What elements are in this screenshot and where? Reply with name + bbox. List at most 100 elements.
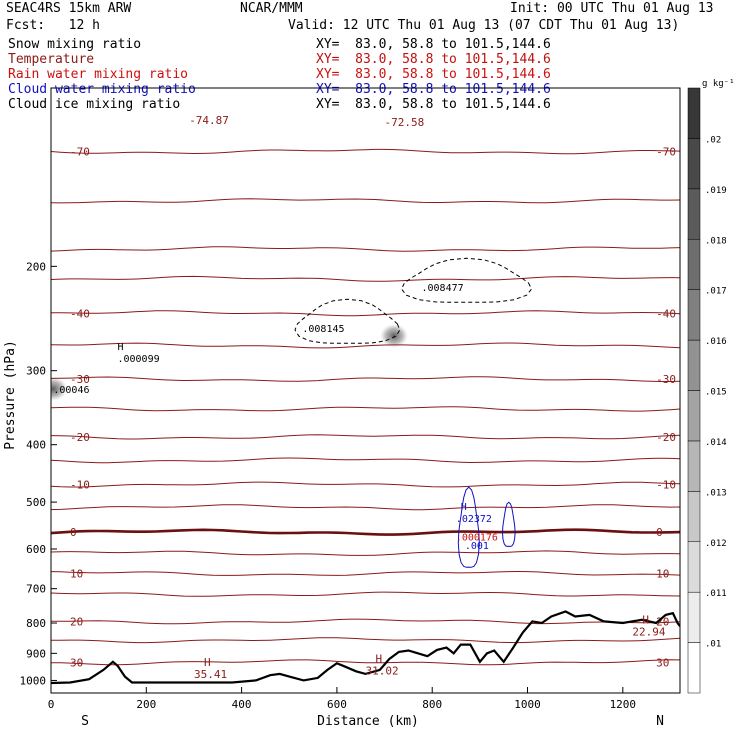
colorbar-swatch — [687, 239, 701, 290]
colorbar-tick-label: .013 — [705, 488, 727, 498]
isotherm-label: 30 — [656, 656, 669, 669]
y-tick-label: 400 — [26, 439, 46, 452]
colorbar-swatch — [687, 138, 701, 190]
isotherm-line — [51, 406, 680, 412]
forecast-hour: Fcst: 12 h — [6, 18, 100, 33]
y-tick-label: 700 — [26, 583, 46, 596]
center-label: NCAR/MMM — [240, 1, 303, 16]
terrain-line — [51, 610, 680, 685]
endpoint-left-label: S — [81, 714, 89, 729]
field-snow-name: Snow mixing ratio — [8, 37, 142, 52]
field-rain-name: Rain water mixing ratio — [8, 67, 189, 82]
x-tick-label: 400 — [232, 698, 252, 711]
colorbar-swatch — [687, 390, 701, 442]
isotherm-label: 0 — [70, 526, 77, 539]
isotherm-label: 10 — [70, 568, 83, 581]
field-cloudwater-name: Cloud water mixing ratio — [8, 82, 196, 97]
snow-max-marker: H — [117, 342, 123, 353]
colorbar-swatch — [687, 541, 701, 593]
y-axis-label: Pressure (hPa) — [3, 340, 18, 450]
isotherm-line — [51, 591, 680, 597]
isotherm-line — [51, 342, 680, 349]
isotherm-line — [51, 528, 680, 536]
isotherm-label: -20 — [70, 431, 90, 444]
isotherm-label: -40 — [70, 307, 90, 320]
field-cloudwater-xy: XY= 83.0, 58.8 to 101.5,144.6 — [316, 82, 551, 97]
isotherm-label: 10 — [656, 568, 669, 581]
cloud-ice-shade — [51, 376, 68, 401]
snow-contour — [400, 257, 533, 303]
temperature-extremum-label: 22.94 — [632, 626, 665, 639]
cloud-ice-shade — [380, 323, 409, 348]
snow-value-label: .008145 — [302, 324, 344, 335]
cloud-water-value-label: .001 — [465, 541, 489, 552]
isotherm-label: 20 — [70, 615, 83, 628]
isotherm-line — [51, 246, 680, 252]
field-cloudice-xy: XY= 83.0, 58.8 to 101.5,144.6 — [316, 97, 551, 112]
isotherm-line — [51, 481, 680, 488]
colorbar-tick-label: .015 — [705, 388, 727, 398]
model-title: SEAC4RS 15km ARW — [6, 1, 132, 16]
colorbar-tick-label: .011 — [705, 589, 727, 599]
snow-contour — [294, 298, 401, 344]
isotherm-label: 0 — [656, 526, 663, 539]
y-tick-label: 300 — [26, 365, 46, 378]
isotherm-label: -40 — [656, 307, 676, 320]
colorbar-swatch — [687, 339, 701, 391]
isotherm-line — [51, 434, 680, 440]
cloud-water-contour — [501, 501, 516, 547]
isotherm-label: 30 — [70, 656, 83, 669]
x-tick-label: 1200 — [610, 698, 637, 711]
colorbar-tick-label: .018 — [705, 236, 727, 246]
colorbar-tick-label: .019 — [705, 186, 727, 196]
isotherm-label: -30 — [70, 373, 90, 386]
isotherm-line — [51, 310, 680, 317]
colorbar-tick-label: .014 — [705, 438, 727, 448]
isotherm-line — [51, 457, 680, 464]
isotherm-line — [51, 659, 680, 666]
x-tick-label: 0 — [48, 698, 55, 711]
cloud-water-max-marker: H — [461, 502, 467, 513]
y-tick-label: 800 — [26, 617, 46, 630]
colorbar-tick-label: .017 — [705, 287, 727, 297]
colorbar-tick-label: .012 — [705, 539, 727, 549]
y-tick-label: 200 — [26, 260, 46, 273]
temperature-max-marker: H — [642, 614, 649, 627]
y-tick-label: 1000 — [20, 674, 47, 687]
field-cloudice-name: Cloud ice mixing ratio — [8, 97, 181, 112]
colorbar-swatch — [687, 642, 701, 694]
x-axis-label: Distance (km) — [317, 714, 419, 729]
x-tick-label: 800 — [422, 698, 442, 711]
temperature-extremum-label: -72.58 — [385, 116, 425, 129]
isotherm-label: -10 — [70, 479, 90, 492]
rain-value-label: .000176 — [456, 533, 498, 544]
isotherm-line — [51, 376, 680, 382]
temperature-extremum-label: 31.02 — [366, 665, 399, 678]
field-snow-xy: XY= 83.0, 58.8 to 101.5,144.6 — [316, 37, 551, 52]
colorbar-swatch — [687, 188, 701, 240]
y-tick-label: 500 — [26, 496, 46, 509]
y-tick-label: 600 — [26, 543, 46, 556]
endpoint-right-label: N — [656, 714, 664, 729]
snow-value-label: .000099 — [117, 354, 159, 365]
temperature-extremum-label: 35.41 — [194, 668, 227, 681]
isotherm-line — [51, 618, 680, 625]
temperature-max-marker: H — [376, 653, 383, 666]
isotherm-line — [51, 275, 680, 282]
isotherm-label: -10 — [656, 479, 676, 492]
x-tick-label: 600 — [327, 698, 347, 711]
temperature-max-marker: H — [204, 656, 211, 669]
colorbar-swatch — [687, 87, 701, 139]
field-rain-xy: XY= 83.0, 58.8 to 101.5,144.6 — [316, 67, 551, 82]
snow-value-label: .008477 — [422, 283, 464, 294]
valid-time: Valid: 12 UTC Thu 01 Aug 13 (07 CDT Thu … — [288, 18, 680, 33]
x-tick-label: 1000 — [514, 698, 541, 711]
isotherm-label: -70 — [70, 146, 90, 159]
init-time: Init: 00 UTC Thu 01 Aug 13 — [510, 1, 714, 16]
x-tick-label: 200 — [136, 698, 156, 711]
colorbar-tick-label: .01 — [705, 640, 721, 650]
field-temperature-xy: XY= 83.0, 58.8 to 101.5,144.6 — [316, 52, 551, 67]
colorbar-swatch — [687, 591, 701, 643]
cloud-water-value-label: .02372 — [456, 514, 492, 525]
